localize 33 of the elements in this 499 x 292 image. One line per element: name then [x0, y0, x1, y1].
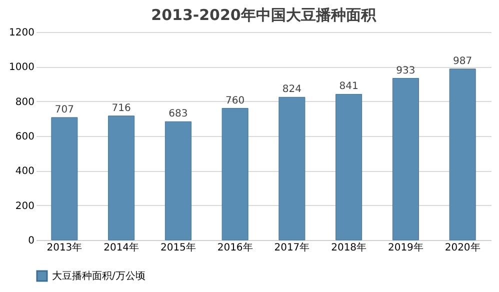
x-tick-label: 2014年	[104, 242, 140, 254]
bar	[51, 117, 78, 240]
x-tick-label: 2017年	[274, 242, 310, 254]
data-label: 987	[453, 56, 472, 67]
data-label: 707	[54, 104, 74, 116]
y-tick-label: 400	[15, 166, 34, 178]
x-tick-label: 2019年	[388, 242, 424, 254]
bar	[164, 121, 192, 240]
data-label: 760	[226, 95, 245, 106]
x-tick-label: 2015年	[160, 242, 196, 254]
x-tick-label: 2020年	[444, 242, 480, 254]
data-label: 683	[168, 108, 188, 120]
bar	[392, 78, 419, 240]
data-label: 716	[112, 102, 131, 114]
y-tick-label: 200	[15, 200, 34, 212]
x-tick-label: 2018年	[331, 242, 367, 254]
x-tick-label: 2013年	[46, 242, 82, 254]
legend-label: 大豆播种面积/万公顷	[52, 270, 146, 282]
bar	[336, 94, 362, 240]
y-tick-label: 0	[28, 236, 34, 246]
y-tick-label: 600	[15, 132, 34, 142]
bar	[449, 68, 476, 240]
y-tick-label: 1200	[9, 28, 34, 38]
bar	[108, 116, 135, 240]
x-tick-label: 2016年	[217, 242, 253, 254]
data-label: 841	[339, 81, 358, 92]
data-label: 933	[396, 65, 416, 76]
data-label: 824	[282, 84, 302, 96]
chart-title: 2013-2020年中国大豆播种面积	[151, 6, 377, 24]
bar	[222, 108, 248, 240]
y-tick-label: 800	[15, 96, 34, 108]
bar	[278, 96, 306, 240]
y-tick-label: 1000	[9, 62, 34, 74]
